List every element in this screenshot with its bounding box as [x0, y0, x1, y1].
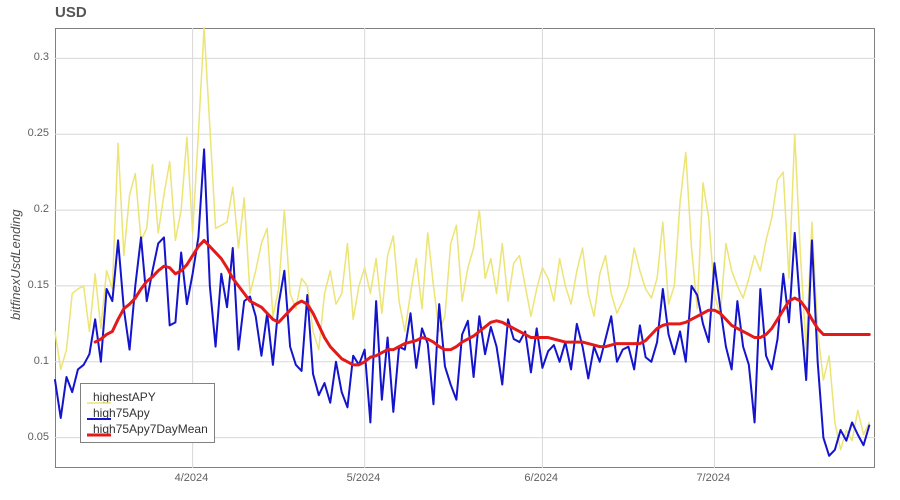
- y-tick-label: 0.3: [34, 51, 49, 63]
- chart-title: USD: [55, 4, 87, 21]
- y-tick-label: 0.05: [28, 431, 49, 443]
- x-tick-label: 5/2024: [347, 472, 381, 484]
- legend-item: highestAPY: [87, 390, 208, 404]
- legend: highestAPYhigh75Apyhigh75Apy7DayMean: [80, 383, 215, 443]
- x-tick-label: 7/2024: [696, 472, 730, 484]
- x-tick-label: 6/2024: [524, 472, 558, 484]
- y-tick-label: 0.1: [34, 355, 49, 367]
- y-axis-label: bitfinexUsdLending: [8, 209, 23, 320]
- x-tick-label: 4/2024: [175, 472, 209, 484]
- y-tick-label: 0.2: [34, 203, 49, 215]
- y-tick-label: 0.15: [28, 279, 49, 291]
- chart-container: USD bitfinexUsdLending 0.05 0.1 0.15 0.2 0.2…: [0, 0, 900, 500]
- y-tick-label: 0.25: [28, 127, 49, 139]
